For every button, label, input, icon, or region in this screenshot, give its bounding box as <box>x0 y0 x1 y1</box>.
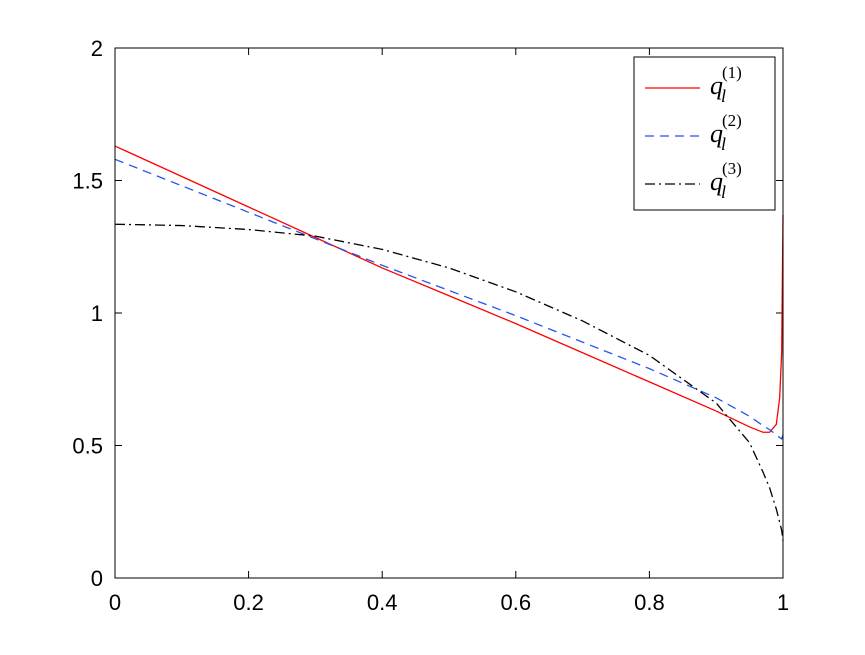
x-tick-label: 1 <box>777 590 789 615</box>
y-tick-label: 0 <box>91 566 103 591</box>
x-tick-label: 0.8 <box>634 590 665 615</box>
legend-superscript: (3) <box>722 159 742 178</box>
legend: ql(1)ql(2)ql(3) <box>633 56 776 211</box>
series-line <box>114 158 784 440</box>
plot-frame <box>114 47 784 579</box>
y-tick-label: 0.5 <box>72 434 103 459</box>
x-tick-label: 0 <box>109 590 121 615</box>
x-tick-label: 0.2 <box>233 590 264 615</box>
series-line <box>114 145 784 433</box>
x-tick-label: 0.4 <box>367 590 398 615</box>
legend-label: ql (2) <box>710 111 742 154</box>
legend-superscript: (2) <box>722 111 742 130</box>
legend-label: ql (3) <box>710 159 742 202</box>
legend-name: q <box>710 167 723 196</box>
legend-name: q <box>710 119 723 148</box>
legend-name: q <box>710 71 723 100</box>
y-tick-label: 1.5 <box>72 169 103 194</box>
y-tick-label: 1 <box>91 301 103 326</box>
series-line <box>114 223 784 541</box>
x-tick-label: 0.6 <box>501 590 532 615</box>
legend-box <box>633 56 776 211</box>
legend-subscript: l <box>721 86 726 106</box>
legend-label: ql (1) <box>710 63 742 106</box>
legend-subscript: l <box>721 182 726 202</box>
legend-superscript: (1) <box>722 63 742 82</box>
legend-subscript: l <box>721 134 726 154</box>
y-tick-label: 2 <box>91 36 103 61</box>
